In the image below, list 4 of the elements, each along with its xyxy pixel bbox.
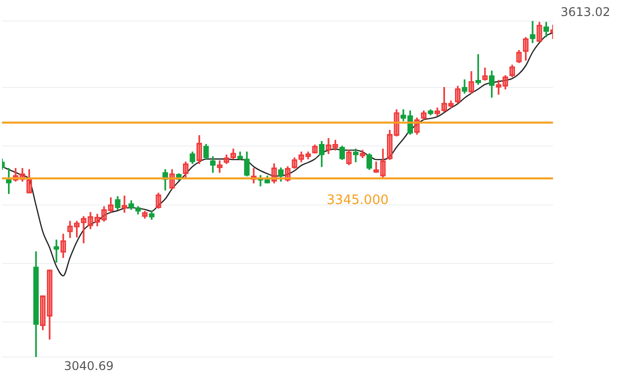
text: 3040.69 <box>64 359 114 374</box>
ref-line-label: 3345.000 <box>326 193 389 208</box>
text: 3613.02 <box>560 5 610 20</box>
candlestick <box>54 240 60 263</box>
